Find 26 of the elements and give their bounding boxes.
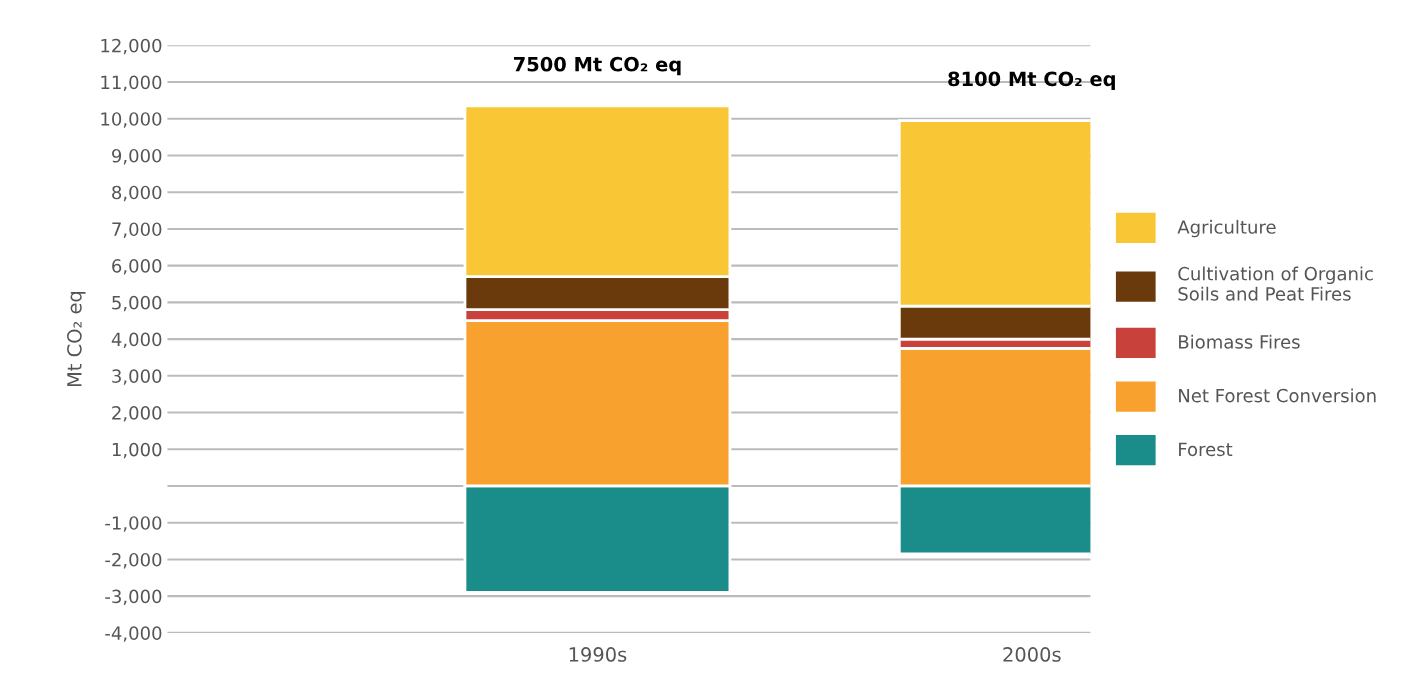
y-tick-label: 8,000	[112, 185, 162, 202]
y-tick-label: -4,000	[105, 626, 162, 642]
legend-label: Forest	[1179, 442, 1233, 457]
x-tick-label: 1990s	[569, 647, 627, 662]
y-tick-label: -2,000	[105, 552, 162, 569]
y-tick-label: 10,000	[101, 112, 162, 128]
y-tick-label: 12,000	[101, 38, 162, 55]
y-tick-label: 1,000	[112, 442, 162, 459]
y-axis-title: Mt CO₂ eq	[67, 291, 86, 387]
y-tick-label: -3,000	[105, 589, 162, 606]
y-tick-label: 9,000	[112, 148, 162, 165]
y-tick-label: 11,000	[101, 75, 162, 91]
y-tick-label: 4,000	[111, 332, 162, 349]
annotation: 8100 Mt CO₂ eq	[948, 71, 1115, 91]
legend-label: Agriculture	[1177, 219, 1276, 238]
y-tick-label: 6,000	[112, 259, 162, 275]
y-tick-label: 2,000	[112, 406, 162, 422]
x-tick-label: 2000s	[1003, 647, 1061, 662]
y-tick-label: 5,000	[112, 295, 162, 312]
annotation: 7500 Mt CO₂ eq	[513, 56, 681, 76]
y-tick-label: -1,000	[105, 516, 162, 532]
legend-label: Cultivation of Organic Soils and Peat Fires	[1178, 266, 1373, 301]
y-tick-label: 7,000	[112, 222, 162, 238]
y-tick-label: 3,000	[112, 369, 162, 385]
legend-label: Net Forest Conversion	[1179, 388, 1376, 403]
legend-label: Biomass Fires	[1179, 334, 1300, 349]
